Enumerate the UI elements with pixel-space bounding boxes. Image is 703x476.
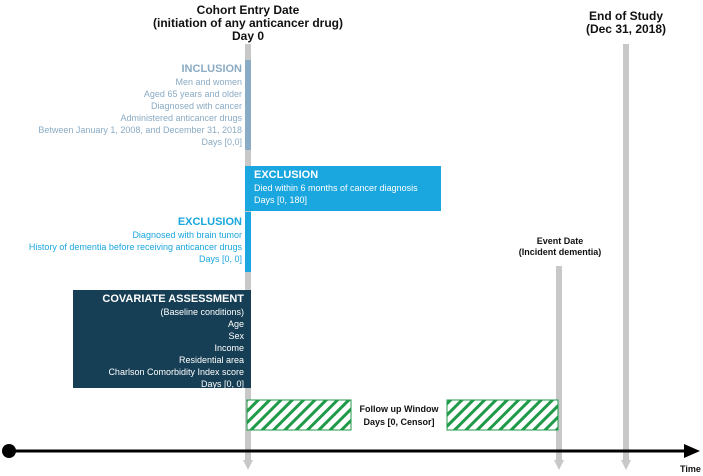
- inclusion-line: Between January 1, 2008, and December 31…: [38, 125, 242, 135]
- covariate-line: Age: [227, 319, 244, 329]
- exclusion-left-block: EXCLUSION Diagnosed with brain tumor His…: [10, 216, 242, 265]
- follow-up-label: Follow up Window Days [0, Censor]: [350, 403, 448, 429]
- exclusion-right-text: EXCLUSION Died within 6 months of cancer…: [254, 169, 440, 206]
- covariate-line: (Baseline conditions): [160, 307, 244, 317]
- time-axis-label: Time: [680, 464, 701, 474]
- exclusion-left-line: Days [0, 0]: [198, 254, 242, 264]
- end-of-study-header: End of Study (Dec 31, 2018): [566, 10, 686, 36]
- end-of-study-title: End of Study: [589, 9, 663, 23]
- inclusion-block: INCLUSION Men and women Aged 65 years an…: [20, 63, 242, 148]
- inclusion-line: Aged 65 years and older: [143, 89, 242, 99]
- event-date-pillar-arrow: [554, 460, 564, 470]
- exclusion-left-line: Diagnosed with brain tumor: [132, 230, 242, 240]
- covariate-line: Charlson Comorbidity Index score: [108, 367, 244, 377]
- end-of-study-date: (Dec 31, 2018): [585, 22, 667, 36]
- inclusion-line: Diagnosed with cancer: [150, 101, 242, 111]
- event-date-pillar: [556, 266, 562, 460]
- cohort-entry-title: Cohort Entry Date: [196, 3, 300, 17]
- covariate-line: Days [0, 0]: [200, 379, 244, 389]
- event-date-subtitle: (Incident dementia): [518, 247, 602, 257]
- day0-pillar-arrow: [243, 460, 253, 470]
- time-axis-origin-dot: [2, 444, 16, 458]
- inclusion-bar: [245, 60, 251, 150]
- exclusion-left-bar: [245, 212, 251, 272]
- cohort-entry-subtitle: (initiation of any anticancer drug): [152, 16, 343, 30]
- exclusion-right-line: Died within 6 months of cancer diagnosis: [254, 183, 418, 193]
- follow-up-title: Follow up Window: [359, 404, 439, 414]
- exclusion-right-line: Days [0, 180]: [254, 195, 308, 205]
- inclusion-title: INCLUSION: [181, 63, 243, 75]
- event-date-title: Event Date: [536, 236, 584, 246]
- covariate-line: Sex: [228, 331, 244, 341]
- exclusion-right-box: [245, 166, 441, 211]
- inclusion-line: Administered anticancer drugs: [120, 113, 242, 123]
- covariate-text: COVARIATE ASSESSMENT (Baseline condition…: [76, 293, 244, 390]
- follow-up-bar-left: [246, 399, 352, 431]
- time-axis-arrowhead: [684, 444, 700, 458]
- covariate-line: Residential area: [178, 355, 244, 365]
- exclusion-right-title: EXCLUSION: [254, 169, 319, 181]
- end-of-study-pillar-arrow: [621, 460, 631, 470]
- exclusion-left-line: History of dementia before receiving ant…: [28, 242, 242, 252]
- event-date-label: Event Date (Incident dementia): [500, 236, 620, 258]
- inclusion-line: Days [0,0]: [201, 137, 242, 147]
- cohort-entry-header: Cohort Entry Date (initiation of any ant…: [140, 4, 356, 43]
- end-of-study-pillar: [623, 44, 629, 460]
- cohort-entry-day: Day 0: [231, 29, 265, 43]
- exclusion-left-title: EXCLUSION: [177, 216, 242, 228]
- follow-up-days: Days [0, Censor]: [363, 417, 435, 427]
- covariate-line: Income: [214, 343, 244, 353]
- covariate-title: COVARIATE ASSESSMENT: [102, 293, 244, 305]
- covariate-box: [73, 290, 251, 388]
- follow-up-bar-right: [446, 399, 559, 431]
- inclusion-line: Men and women: [175, 77, 242, 87]
